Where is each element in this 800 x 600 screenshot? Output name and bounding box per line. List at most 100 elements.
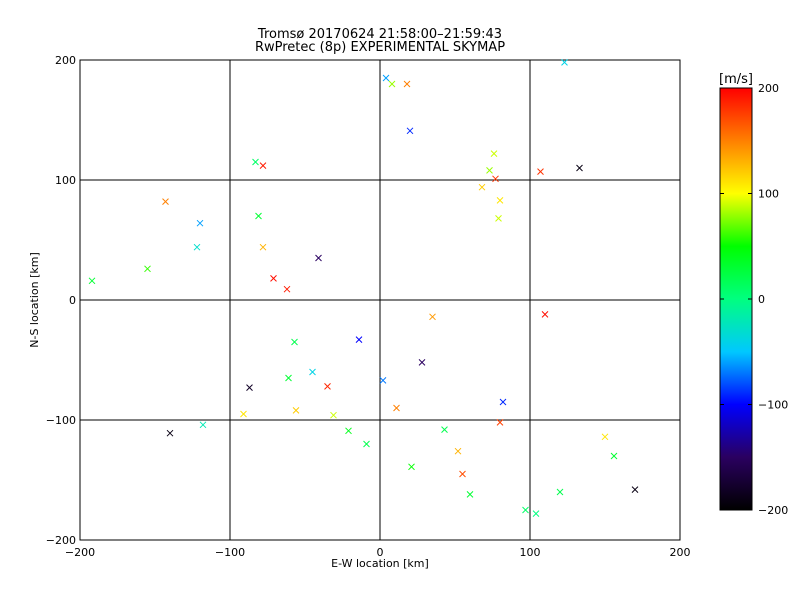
y-axis-label: N-S location [km] [28, 252, 41, 348]
marker-stroke [259, 162, 267, 169]
data-point [406, 127, 414, 135]
marker-stroke [255, 212, 262, 220]
marker-stroke [193, 243, 201, 251]
y-tick-label: −200 [46, 534, 76, 547]
data-point [240, 410, 247, 418]
marker-stroke [270, 275, 277, 282]
marker-stroke [537, 168, 544, 175]
data-points [88, 59, 639, 517]
x-tick-label: 0 [377, 546, 384, 559]
data-point [532, 510, 540, 517]
marker-stroke [631, 486, 639, 493]
y-tick-label: 200 [55, 54, 76, 67]
marker-stroke [324, 383, 331, 390]
marker-stroke [522, 506, 529, 514]
x-tick-label: 100 [520, 546, 541, 559]
y-tick-label: 100 [55, 174, 76, 187]
colorbar-swatch [719, 87, 753, 511]
data-point [291, 338, 298, 346]
data-point [496, 419, 504, 426]
marker-stroke [144, 265, 151, 273]
data-point [499, 398, 507, 406]
data-point [576, 164, 583, 172]
marker-stroke [478, 183, 486, 191]
data-point [556, 488, 564, 496]
grid-lines [80, 60, 680, 540]
data-point [259, 162, 267, 169]
marker-stroke [379, 377, 387, 384]
colorbar-label: [m/s] [719, 72, 753, 87]
colorbar-tick-label: 0 [758, 293, 765, 306]
data-point [459, 470, 466, 478]
marker-stroke [408, 463, 415, 471]
marker-stroke [162, 198, 169, 205]
marker-stroke [259, 243, 267, 251]
marker-stroke [499, 398, 507, 406]
marker-stroke [601, 433, 609, 441]
data-point [270, 275, 277, 282]
marker-stroke [166, 429, 174, 437]
marker-stroke [196, 219, 204, 227]
data-point [496, 197, 504, 204]
marker-stroke [429, 313, 436, 321]
marker-stroke [388, 80, 396, 88]
data-point [454, 447, 462, 455]
marker-stroke [382, 74, 390, 82]
marker-stroke [403, 80, 411, 88]
data-point [144, 265, 151, 273]
data-point [330, 411, 337, 419]
data-point [495, 215, 502, 222]
data-point [478, 183, 486, 191]
data-point [408, 463, 415, 471]
marker-stroke [454, 447, 462, 455]
data-point [292, 407, 300, 414]
marker-stroke [486, 167, 493, 174]
data-point [255, 212, 262, 220]
data-point [631, 486, 639, 493]
x-axis-label: E-W location [km] [331, 557, 429, 570]
marker-stroke [252, 158, 259, 166]
data-point [601, 433, 609, 441]
y-tick-label: 0 [69, 294, 76, 307]
colorbar-ticks: −200 −100 0 100 200 [720, 82, 788, 517]
marker-stroke [556, 488, 564, 496]
marker-stroke [315, 254, 322, 262]
data-point [259, 243, 267, 251]
marker-stroke [291, 338, 298, 346]
y-tick-label: −100 [46, 414, 76, 427]
marker-stroke [345, 427, 352, 435]
data-point [610, 452, 618, 460]
marker-stroke [393, 404, 400, 412]
marker-stroke [541, 311, 549, 318]
marker-stroke [496, 197, 504, 204]
data-point [490, 150, 498, 157]
marker-stroke [406, 127, 414, 135]
marker-stroke [490, 150, 498, 157]
marker-stroke [459, 470, 466, 478]
data-point [388, 80, 396, 88]
data-point [382, 74, 390, 82]
marker-stroke [561, 59, 568, 66]
marker-stroke [292, 407, 300, 414]
colorbar-tick-label: −100 [758, 399, 788, 412]
data-point [466, 491, 474, 498]
marker-stroke [283, 285, 291, 293]
marker-stroke [88, 277, 96, 285]
data-point [246, 384, 253, 391]
data-point [355, 336, 363, 343]
data-point [196, 219, 204, 227]
data-point [166, 429, 174, 437]
marker-stroke [576, 164, 583, 172]
data-point [324, 383, 331, 390]
data-point [429, 313, 436, 321]
marker-stroke [309, 368, 316, 376]
data-point [393, 404, 400, 412]
x-tick-label: −200 [65, 546, 95, 559]
colorbar-tick-label: −200 [758, 504, 788, 517]
x-tick-label: −100 [215, 546, 245, 559]
chart-title: Tromsø 20170624 21:58:00–21:59:43 [257, 27, 502, 42]
data-point [193, 243, 201, 251]
marker-stroke [466, 491, 474, 498]
data-point [537, 168, 544, 175]
